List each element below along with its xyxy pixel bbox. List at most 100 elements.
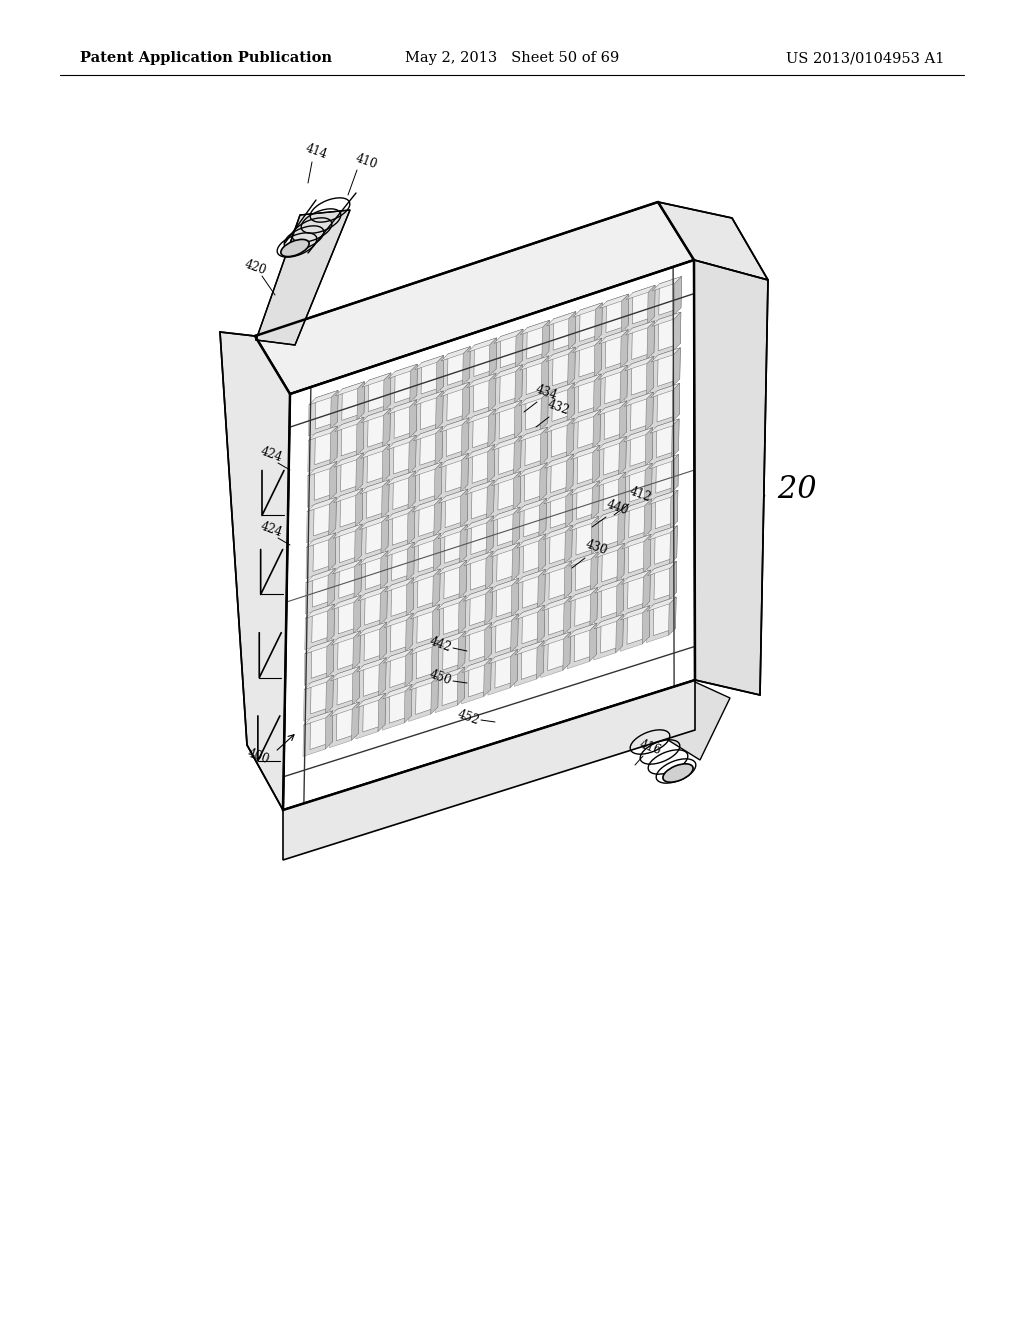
Polygon shape [577, 480, 599, 520]
Polygon shape [571, 374, 601, 388]
Polygon shape [335, 417, 364, 432]
Polygon shape [419, 498, 441, 536]
Polygon shape [671, 490, 678, 528]
Polygon shape [514, 436, 521, 474]
Polygon shape [488, 620, 511, 660]
Polygon shape [595, 544, 625, 557]
Text: 440: 440 [604, 498, 630, 517]
Polygon shape [570, 453, 593, 491]
Polygon shape [380, 586, 387, 624]
Polygon shape [545, 425, 567, 465]
Polygon shape [411, 540, 434, 579]
Text: 414: 414 [303, 143, 329, 162]
Text: 410: 410 [353, 152, 379, 172]
Polygon shape [360, 444, 390, 458]
Polygon shape [355, 701, 379, 739]
Polygon shape [414, 363, 437, 401]
Polygon shape [605, 330, 628, 368]
Text: 430: 430 [584, 539, 609, 558]
Polygon shape [671, 454, 679, 492]
Polygon shape [435, 426, 442, 465]
Polygon shape [622, 506, 644, 545]
Polygon shape [546, 354, 568, 393]
Polygon shape [304, 676, 333, 689]
Polygon shape [493, 408, 515, 446]
Polygon shape [626, 292, 648, 331]
Polygon shape [624, 428, 652, 442]
Polygon shape [462, 659, 492, 673]
Polygon shape [542, 356, 549, 395]
Polygon shape [331, 638, 353, 677]
Polygon shape [460, 524, 467, 562]
Polygon shape [462, 418, 469, 457]
Polygon shape [643, 570, 650, 609]
Polygon shape [511, 578, 519, 616]
Polygon shape [335, 381, 365, 396]
Polygon shape [305, 611, 328, 649]
Polygon shape [543, 561, 571, 576]
Polygon shape [550, 490, 572, 528]
Polygon shape [618, 437, 627, 475]
Polygon shape [438, 461, 462, 499]
Polygon shape [341, 453, 364, 491]
Polygon shape [518, 428, 548, 441]
Polygon shape [303, 682, 327, 721]
Polygon shape [466, 409, 496, 424]
Polygon shape [616, 579, 624, 618]
Polygon shape [490, 543, 519, 557]
Polygon shape [600, 614, 624, 653]
Polygon shape [594, 622, 616, 660]
Polygon shape [444, 524, 467, 564]
Polygon shape [493, 400, 522, 414]
Polygon shape [305, 640, 334, 653]
Polygon shape [628, 570, 650, 609]
Polygon shape [594, 374, 601, 412]
Polygon shape [438, 524, 467, 539]
Text: 442: 442 [427, 635, 453, 655]
Polygon shape [315, 391, 338, 429]
Polygon shape [624, 399, 646, 438]
Polygon shape [412, 504, 434, 544]
Polygon shape [670, 525, 677, 564]
Polygon shape [595, 579, 624, 593]
Polygon shape [358, 523, 382, 561]
Polygon shape [518, 463, 547, 477]
Polygon shape [568, 587, 597, 602]
Polygon shape [333, 495, 355, 535]
Polygon shape [486, 480, 495, 519]
Polygon shape [327, 640, 334, 678]
Polygon shape [617, 508, 625, 546]
Polygon shape [647, 597, 676, 611]
Polygon shape [590, 623, 597, 661]
Polygon shape [489, 578, 519, 593]
Polygon shape [407, 543, 415, 581]
Polygon shape [390, 649, 413, 688]
Polygon shape [367, 444, 390, 483]
Text: 420: 420 [243, 259, 267, 279]
Polygon shape [572, 310, 595, 348]
Polygon shape [617, 544, 625, 582]
Polygon shape [332, 595, 360, 610]
Polygon shape [463, 594, 485, 632]
Polygon shape [393, 436, 416, 474]
Polygon shape [668, 682, 730, 760]
Polygon shape [435, 391, 443, 429]
Polygon shape [460, 488, 468, 527]
Polygon shape [339, 524, 362, 562]
Text: 416: 416 [637, 738, 663, 758]
Polygon shape [490, 478, 514, 517]
Polygon shape [578, 445, 600, 484]
Polygon shape [495, 649, 517, 688]
Polygon shape [517, 470, 540, 508]
Polygon shape [497, 543, 519, 581]
Polygon shape [515, 612, 538, 651]
Polygon shape [658, 276, 682, 315]
Polygon shape [569, 524, 592, 562]
Polygon shape [330, 462, 337, 500]
Polygon shape [389, 685, 412, 723]
Polygon shape [567, 630, 590, 669]
Polygon shape [548, 597, 571, 635]
Polygon shape [332, 566, 354, 606]
Polygon shape [571, 409, 600, 424]
Polygon shape [574, 623, 597, 661]
